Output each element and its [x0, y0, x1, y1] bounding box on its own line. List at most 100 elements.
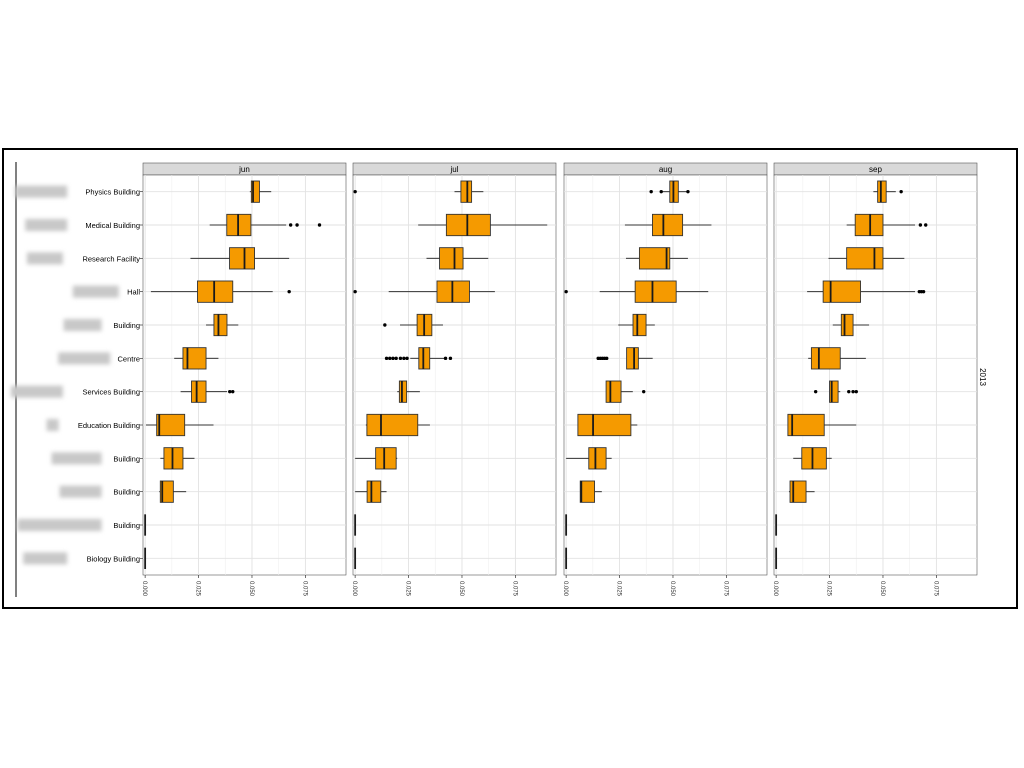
box-iqr: [787, 413, 825, 437]
box-iqr: [652, 213, 684, 237]
box-centre: [174, 347, 219, 370]
redacted-label-blur: [58, 352, 111, 365]
box-iqr: [626, 347, 639, 370]
outlier-point: [564, 289, 568, 294]
box-iqr: [634, 280, 677, 303]
outlier-point: [918, 223, 923, 227]
box-building: [206, 313, 239, 337]
y-tick-label: Medical Building: [85, 221, 140, 230]
box-iqr: [366, 413, 419, 437]
box-iqr: [182, 347, 207, 370]
box-building: [355, 447, 398, 470]
redacted-label-blur: [23, 552, 68, 565]
figure-frame: Physics Building Medical Building Research…: [2, 148, 1018, 609]
box-physics-building: [649, 180, 690, 203]
box-iqr: [588, 447, 607, 470]
redacted-label-blur: [59, 485, 102, 498]
y-tick-label: Building: [113, 488, 140, 497]
box-iqr: [375, 447, 397, 470]
box-services-building: [813, 380, 858, 403]
outlier-point: [287, 289, 291, 294]
y-tick-label: Services Building: [82, 388, 140, 397]
box-education-building: [577, 413, 638, 437]
box-iqr: [250, 180, 260, 203]
x-tick-label: 0.000: [351, 581, 357, 597]
box-iqr: [846, 247, 884, 270]
box-building: [618, 313, 655, 337]
y-tick-label: Building: [113, 521, 140, 530]
box-building: [566, 447, 612, 470]
box-research-facility: [625, 247, 688, 270]
box-building: [160, 447, 195, 470]
box-iqr: [579, 480, 596, 503]
box-centre: [384, 347, 453, 370]
box-hall: [807, 280, 926, 303]
x-tick-label: 0.050: [248, 581, 254, 597]
box-education-building: [787, 413, 857, 437]
box-building: [832, 313, 870, 337]
y-tick-label: Building: [113, 454, 140, 463]
box-building: [383, 313, 443, 337]
facet-panel-jul: jul 0.000 0.025 0.050 0.075: [351, 162, 557, 597]
outlier-point: [231, 389, 235, 394]
x-tick-label: 0.025: [616, 581, 622, 597]
panel-background: [563, 174, 768, 576]
y-tick-label: Education Building: [78, 421, 140, 430]
outlier-point: [847, 389, 851, 394]
box-iqr: [191, 380, 207, 403]
x-tick-label: 0.050: [879, 581, 885, 597]
outlier-point: [405, 356, 409, 361]
facet-panel-jun: jun 0.000 0.025 0.050 0.075: [141, 162, 347, 597]
outlier-point: [649, 189, 653, 194]
outlier-point: [443, 356, 448, 361]
box-education-building: [365, 413, 430, 437]
x-tick-label: 0.000: [772, 581, 778, 597]
box-research-facility: [190, 247, 290, 270]
x-tick-label: 0.025: [405, 581, 411, 597]
x-tick-label: 0.075: [722, 581, 728, 597]
facet-panels: jun 0.000 0.025 0.050 0.075 jul 0.000 0.025 0.05…: [141, 162, 978, 597]
redacted-label-blur: [72, 285, 119, 298]
facet-strip-label: jul: [449, 165, 458, 174]
box-iqr: [213, 313, 228, 337]
outlier-point: [448, 356, 453, 361]
box-medical-building: [624, 213, 712, 237]
x-tick-label: 0.025: [195, 581, 201, 597]
redacted-label-blur: [17, 519, 102, 531]
redacted-label-blur: [25, 219, 68, 231]
box-building: [159, 480, 187, 503]
x-tick-label: 0.050: [669, 581, 675, 597]
redacted-label-blur: [63, 319, 102, 331]
box-iqr: [854, 213, 884, 237]
boxplot-chart: Physics Building Medical Building Research…: [10, 162, 987, 597]
outlier-point: [659, 189, 663, 194]
box-hall: [353, 280, 495, 303]
outlier-point: [398, 356, 403, 361]
outlier-point: [921, 289, 926, 294]
box-iqr: [840, 313, 854, 337]
y-tick-label: Hall: [127, 288, 140, 297]
y-tick-label: Physics Building: [85, 188, 140, 197]
outlier-point: [851, 389, 855, 394]
x-tick-label: 0.075: [932, 581, 938, 597]
outlier-point: [384, 356, 389, 361]
x-tick-label: 0.000: [141, 581, 147, 597]
box-iqr: [445, 213, 491, 237]
box-research-facility: [426, 247, 489, 270]
box-iqr: [605, 380, 622, 403]
redacted-label-blur: [46, 419, 59, 431]
box-building: [579, 480, 602, 503]
y-axis-labels: Physics Building Medical Building Research…: [78, 188, 143, 563]
outlier-point: [353, 189, 357, 194]
x-tick-label: 0.050: [458, 581, 464, 597]
box-iqr: [577, 413, 632, 437]
outlier-point: [288, 223, 293, 227]
outlier-point: [317, 223, 322, 227]
box-iqr: [156, 413, 186, 437]
panel-background: [773, 174, 978, 576]
x-tick-label: 0.000: [562, 581, 568, 597]
box-services-building: [605, 380, 646, 403]
y-tick-label: Centre: [117, 354, 140, 363]
box-medical-building: [209, 213, 322, 237]
box-iqr: [163, 447, 184, 470]
